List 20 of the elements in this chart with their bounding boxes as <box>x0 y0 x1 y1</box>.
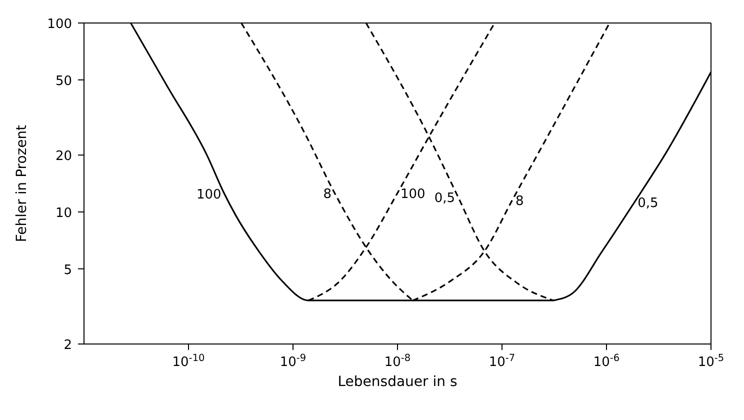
series-label: 8 <box>323 186 332 202</box>
series-label: 100 <box>196 188 222 203</box>
series-label: 0,5 <box>434 190 456 206</box>
y-axis-title: Fehler in Prozent <box>14 124 30 242</box>
series-label: 0,5 <box>638 196 658 211</box>
y-tick-label: 2 <box>64 338 72 353</box>
x-tick-label: 10$^{-10}$ <box>172 352 205 370</box>
x-tick-label: 10$^{-6}$ <box>593 352 620 370</box>
y-tick-label: 5 <box>64 262 72 278</box>
series-label: 8 <box>515 194 524 209</box>
x-tick-label: 10$^{-5}$ <box>698 352 724 370</box>
y-tick-label: 20 <box>55 149 72 164</box>
x-tick-label: 10$^{-8}$ <box>384 352 411 370</box>
y-tick-label: 50 <box>55 74 72 89</box>
y-tick-label: 100 <box>47 17 72 32</box>
y-tick-label: 10 <box>55 206 72 221</box>
x-axis-title: Lebensdauer in s <box>338 374 458 390</box>
x-tick-label: 10$^{-7}$ <box>488 352 516 370</box>
x-tick-label: 10$^{-9}$ <box>280 352 306 370</box>
series-label: 100 <box>400 186 426 202</box>
